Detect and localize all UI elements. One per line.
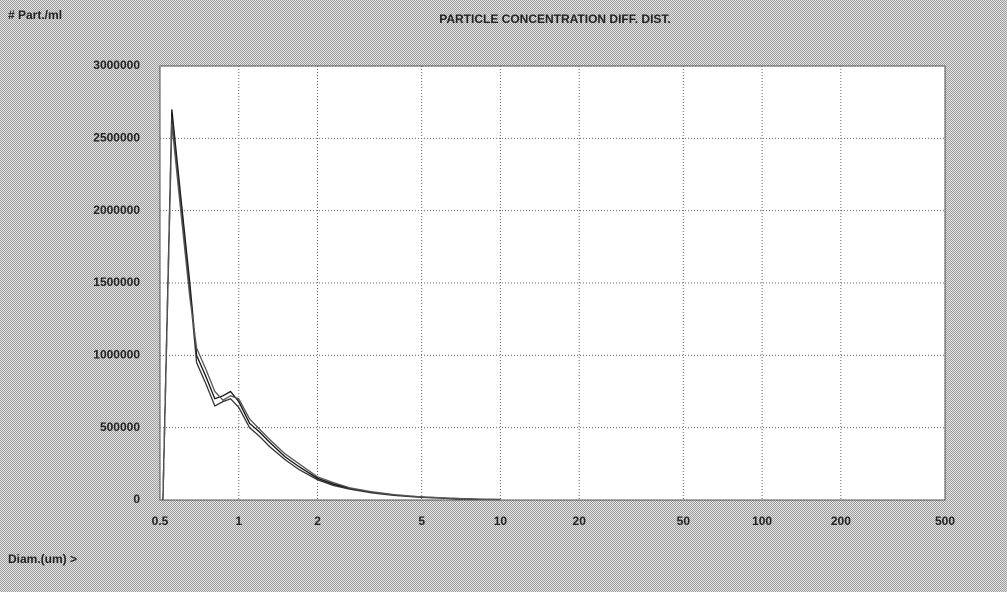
- x-tick-label: 2: [314, 514, 321, 528]
- chart-title: PARTICLE CONCENTRATION DIFF. DIST.: [439, 12, 671, 26]
- x-tick-label: 500: [935, 514, 955, 528]
- y-tick-label: 2500000: [93, 131, 140, 145]
- y-axis-label: # Part./ml: [8, 8, 62, 22]
- x-tick-label: 0.5: [152, 514, 169, 528]
- y-tick-label: 3000000: [93, 58, 140, 72]
- x-tick-label: 5: [418, 514, 425, 528]
- x-tick-label: 1: [235, 514, 242, 528]
- x-tick-label: 200: [831, 514, 851, 528]
- x-tick-label: 10: [494, 514, 508, 528]
- x-tick-label: 50: [677, 514, 691, 528]
- y-tick-label: 2000000: [93, 203, 140, 217]
- x-axis-label: Diam.(um) >: [8, 552, 77, 566]
- y-tick-label: 1500000: [93, 275, 140, 289]
- y-tick-label: 0: [133, 492, 140, 506]
- data-line: [162, 123, 501, 501]
- x-tick-label: 100: [752, 514, 772, 528]
- x-tick-label: 20: [573, 514, 587, 528]
- y-tick-label: 1000000: [93, 348, 140, 362]
- y-tick-label: 500000: [100, 420, 140, 434]
